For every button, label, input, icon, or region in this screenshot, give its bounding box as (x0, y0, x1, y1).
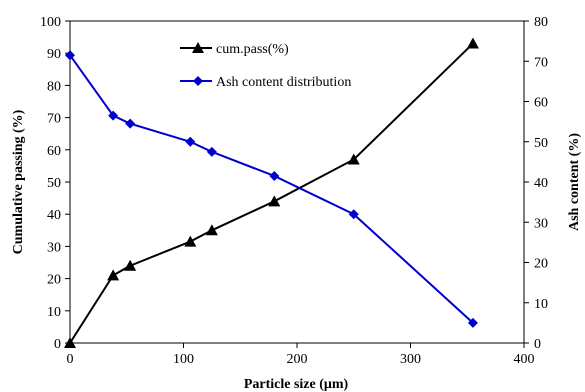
data-point (108, 110, 119, 121)
x-tick-label: 0 (67, 352, 74, 367)
data-point (124, 259, 137, 271)
legend-marker (192, 42, 204, 53)
y-axis-left-title: Cumulative passing (%) (11, 109, 26, 254)
series-2 (65, 50, 478, 328)
y-left-tick-label: 30 (47, 240, 61, 255)
data-point (348, 209, 359, 220)
data-point (65, 50, 75, 61)
data-point (467, 317, 478, 328)
y-left-tick-label: 100 (40, 15, 61, 30)
legend: cum.pass(%) Ash content distribution (180, 42, 351, 90)
y-right-tick-label: 70 (534, 55, 548, 70)
y-left-tick-label: 60 (47, 144, 61, 159)
legend-marker (193, 76, 203, 86)
data-point (205, 224, 218, 236)
data-point (107, 269, 120, 281)
y-axis-right-title: Ash content (%) (567, 133, 582, 231)
series-line (69, 42, 474, 344)
data-point (269, 170, 280, 181)
data-point (347, 153, 360, 165)
data-point (206, 146, 217, 157)
y-left-tick-label: 10 (47, 305, 61, 320)
series-layer (64, 37, 479, 348)
plot-frame (69, 20, 525, 344)
data-point (125, 118, 136, 129)
data-point (184, 235, 197, 247)
y-right-tick-label: 40 (534, 176, 548, 191)
x-tick-label: 200 (287, 352, 308, 367)
axes: 0 100 200 300 400010203040506070809010001020… (40, 15, 548, 367)
x-tick-label: 400 (514, 352, 535, 367)
y-left-tick-label: 50 (47, 176, 61, 191)
data-point (185, 136, 196, 147)
y-left-tick-label: 40 (47, 208, 61, 223)
y-left-tick-label: 20 (47, 273, 61, 288)
data-point (466, 37, 479, 49)
series-line (69, 54, 474, 324)
y-left-tick-label: 90 (47, 47, 61, 62)
series-1 (64, 37, 479, 348)
y-right-tick-label: 60 (534, 96, 548, 111)
x-tick-label: 300 (400, 352, 421, 367)
x-tick-label: 100 (173, 352, 194, 367)
data-point (268, 195, 281, 207)
y-left-tick-label: 0 (54, 337, 61, 352)
y-right-tick-label: 10 (534, 297, 548, 312)
y-right-tick-label: 30 (534, 216, 548, 231)
legend-entry: cum.pass(%) (216, 42, 289, 57)
y-left-tick-label: 70 (47, 112, 61, 127)
legend-entry: Ash content distribution (216, 75, 351, 90)
y-right-tick-label: 20 (534, 257, 548, 272)
y-left-tick-label: 80 (47, 79, 61, 94)
y-right-tick-label: 50 (534, 136, 548, 151)
data-point (64, 337, 76, 348)
x-axis-title: Particle size (μm) (244, 377, 349, 392)
y-right-tick-label: 0 (534, 337, 541, 352)
y-right-tick-label: 80 (534, 15, 548, 30)
